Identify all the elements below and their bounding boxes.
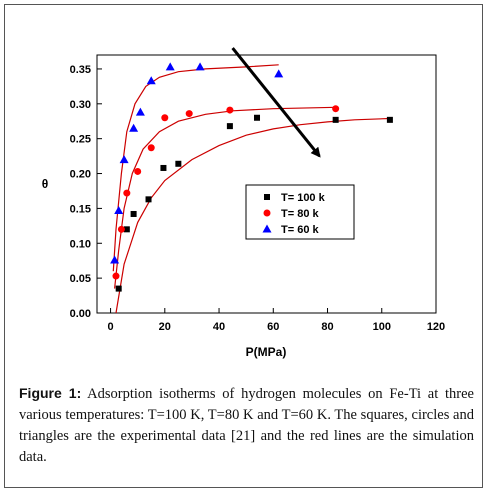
data-point-circle (117, 225, 125, 233)
data-point-circle (147, 144, 155, 152)
x-tick-label: 20 (159, 321, 171, 333)
data-point-square (123, 226, 130, 233)
y-axis-label: θ (42, 177, 49, 191)
y-tick-label: 0.15 (70, 203, 91, 215)
data-point-circle (185, 110, 193, 118)
y-tick-label: 0.30 (70, 99, 91, 111)
data-point-circle (112, 272, 120, 280)
y-tick-label: 0.20 (70, 169, 91, 181)
data-point-triangle (129, 123, 139, 132)
data-point-square (254, 114, 261, 121)
data-point-triangle (119, 155, 129, 164)
data-point-square (160, 164, 167, 171)
legend: T= 100 k T= 80 k T= 60 k (245, 184, 355, 240)
data-point-circle (332, 105, 340, 113)
x-axis-label: P(MPa) (246, 345, 287, 359)
data-point-square (175, 160, 182, 167)
data-point-triangle (165, 62, 175, 71)
data-point-square (130, 210, 137, 217)
fit-line-square (115, 117, 390, 314)
data-point-circle (134, 167, 142, 175)
data-point-square (115, 285, 122, 292)
y-tick-label: 0.25 (70, 134, 91, 146)
y-tick-label: 0.35 (70, 64, 91, 76)
data-point-square (332, 116, 339, 123)
plot-frame (96, 54, 437, 314)
fit-line-circle (114, 106, 336, 289)
legend-label-square: T= 100 k (281, 192, 326, 204)
fit-line-triangle (112, 64, 279, 272)
data-point-square (145, 196, 152, 203)
x-tick-label: 0 (107, 321, 113, 333)
data-point-circle (123, 189, 131, 197)
data-point-triangle (274, 69, 284, 78)
y-tick-label: 0.10 (70, 238, 91, 250)
data-point-circle (226, 106, 234, 114)
y-tick-label: 0.00 (70, 308, 91, 320)
legend-label-circle: T= 80 k (281, 208, 319, 220)
isotherm-chart: 0 20 40 60 80 100 120 0.00 0.05 0.10 0.15 0.20 0.25 0… (42, 47, 446, 359)
annotation-arrow (231, 47, 321, 158)
data-point-square (386, 116, 393, 123)
x-tick-label: 80 (321, 321, 333, 333)
x-tick-label: 60 (267, 321, 279, 333)
legend-marker-square (264, 194, 270, 200)
data-point-triangle (110, 255, 120, 264)
x-tick-label: 120 (427, 321, 445, 333)
data-point-triangle (146, 76, 156, 85)
data-point-triangle (135, 107, 145, 116)
data-point-triangle (195, 62, 205, 71)
x-tick-label: 40 (213, 321, 225, 333)
x-tick-label: 100 (373, 321, 391, 333)
legend-marker-triangle (262, 224, 272, 233)
data-point-circle (161, 114, 169, 122)
figure-caption: Figure 1: Adsorption isotherms of hydrog… (19, 383, 474, 468)
figure-panel: 0 20 40 60 80 100 120 0.00 0.05 0.10 0.15 0.20 0.25 0… (4, 4, 483, 488)
data-point-triangle (114, 205, 124, 214)
caption-label: Figure 1: (19, 385, 82, 401)
data-point-square (226, 123, 233, 130)
y-tick-label: 0.05 (70, 273, 91, 285)
data-points (110, 62, 393, 292)
fit-lines (112, 64, 390, 314)
legend-label-triangle: T= 60 k (281, 224, 319, 236)
legend-marker-circle (263, 209, 271, 217)
axis-ticks: 0 20 40 60 80 100 120 0.00 0.05 0.10 0.15 0.20 0.25 0… (70, 64, 446, 333)
caption-text: Adsorption isotherms of hydrogen molecul… (19, 386, 474, 465)
